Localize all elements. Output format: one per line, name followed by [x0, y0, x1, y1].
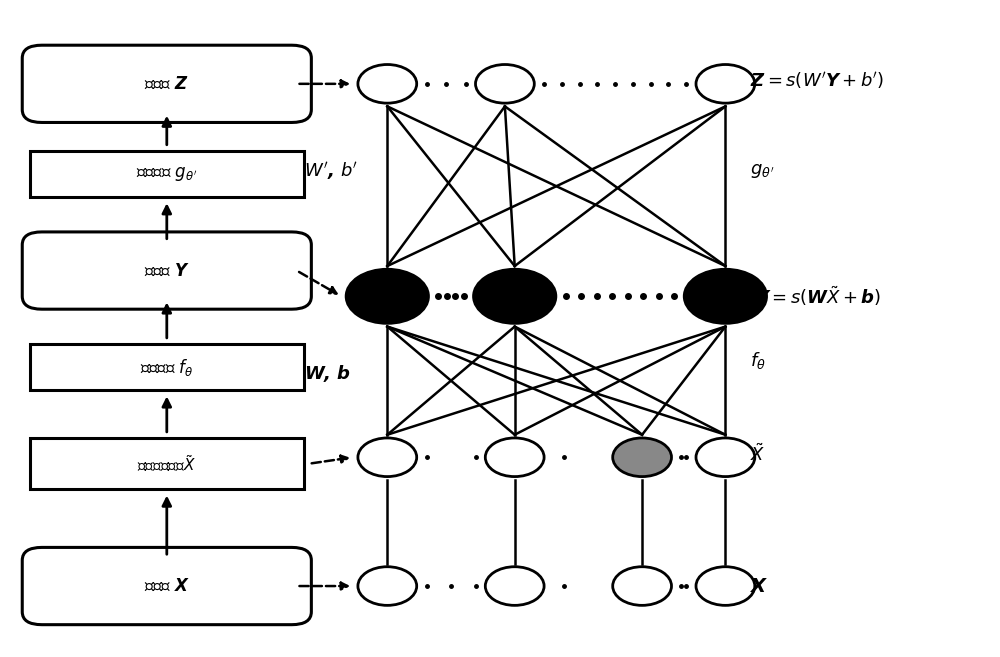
Text: $f_\theta$: $f_\theta$	[750, 350, 766, 371]
Circle shape	[474, 269, 556, 323]
FancyBboxPatch shape	[22, 547, 311, 625]
Circle shape	[485, 438, 544, 476]
Circle shape	[613, 567, 672, 605]
Text: 解码函数 $g_{\theta^{\prime}}$: 解码函数 $g_{\theta^{\prime}}$	[136, 165, 198, 183]
Circle shape	[358, 567, 417, 605]
Text: $\boldsymbol{W^{\prime}}$, $\boldsymbol{b^{\prime}}$: $\boldsymbol{W^{\prime}}$, $\boldsymbol{…	[304, 160, 358, 182]
Text: $\boldsymbol{Y} = s(\boldsymbol{W\tilde{X}} + \boldsymbol{b})$: $\boldsymbol{Y} = s(\boldsymbol{W\tilde{…	[755, 284, 881, 308]
Circle shape	[476, 64, 534, 103]
Text: 编码函数 $f_\theta$: 编码函数 $f_\theta$	[140, 357, 194, 378]
Text: 输出层 $\boldsymbol{Z}$: 输出层 $\boldsymbol{Z}$	[144, 75, 189, 93]
FancyBboxPatch shape	[30, 151, 304, 197]
Circle shape	[485, 567, 544, 605]
Circle shape	[346, 269, 428, 323]
FancyBboxPatch shape	[22, 45, 311, 122]
Text: $\tilde{X}$: $\tilde{X}$	[750, 443, 765, 464]
Text: $\boldsymbol{Z} = s(\boldsymbol{W^{\prime}Y} + \boldsymbol{b^{\prime}})$: $\boldsymbol{Z} = s(\boldsymbol{W^{\prim…	[750, 70, 884, 91]
Text: $g_{\theta^{\prime}}$: $g_{\theta^{\prime}}$	[750, 162, 774, 180]
Text: 中间层 $\boldsymbol{Y}$: 中间层 $\boldsymbol{Y}$	[144, 261, 190, 279]
Text: $\boldsymbol{X}$: $\boldsymbol{X}$	[750, 577, 769, 595]
Circle shape	[613, 438, 672, 476]
FancyBboxPatch shape	[22, 232, 311, 309]
Circle shape	[696, 64, 755, 103]
FancyBboxPatch shape	[30, 438, 304, 489]
Circle shape	[684, 269, 767, 323]
Text: $\boldsymbol{W}$, $\boldsymbol{b}$: $\boldsymbol{W}$, $\boldsymbol{b}$	[304, 363, 351, 384]
Circle shape	[696, 438, 755, 476]
Circle shape	[696, 567, 755, 605]
Circle shape	[358, 64, 417, 103]
Circle shape	[358, 438, 417, 476]
Text: 输入层 $\boldsymbol{X}$: 输入层 $\boldsymbol{X}$	[144, 577, 190, 595]
FancyBboxPatch shape	[30, 344, 304, 390]
Text: 受腐蚀的输入$\tilde{X}$: 受腐蚀的输入$\tilde{X}$	[137, 453, 196, 474]
